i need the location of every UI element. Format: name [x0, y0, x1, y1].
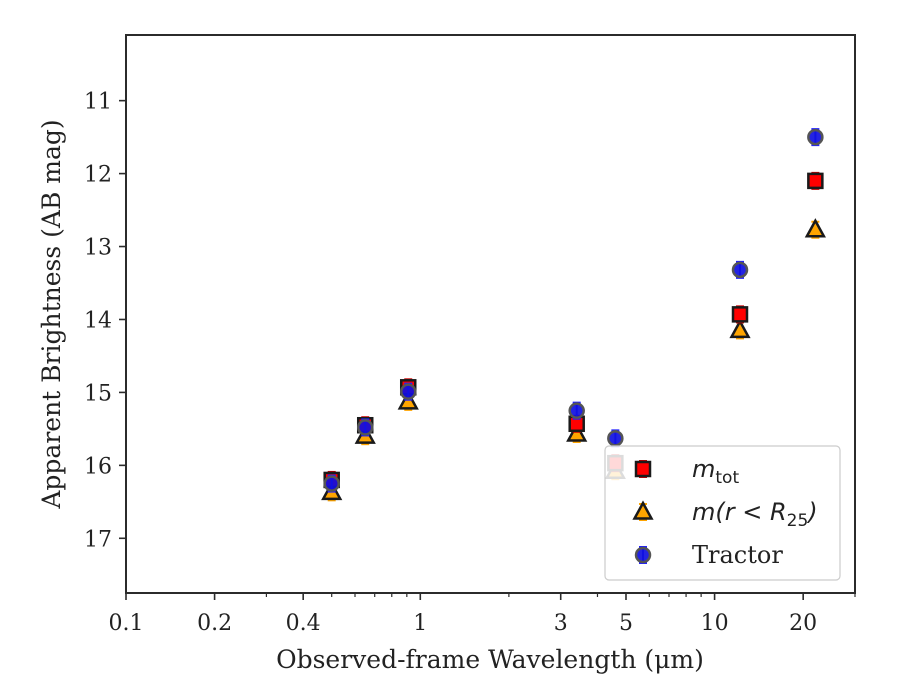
data-point-triangle: [804, 218, 826, 239]
legend-marker-triangle: [632, 500, 654, 521]
data-point-circle: [807, 128, 824, 147]
y-axis-label: Apparent Brightness (AB mag): [37, 119, 66, 509]
y-tick-label: 14: [84, 308, 112, 333]
x-tick-label: 20: [789, 611, 817, 636]
legend-label: m(r < R25): [692, 498, 818, 531]
data-point-circle: [607, 429, 624, 448]
data-point-circle: [731, 260, 749, 279]
x-tick-label: 5: [619, 611, 633, 636]
y-tick-label: 16: [84, 454, 112, 479]
x-axis-label: Observed-frame Wavelength (μm): [276, 645, 704, 674]
data-point-circle: [323, 474, 340, 493]
y-tick-label: 15: [84, 381, 112, 406]
data-point-circle: [399, 382, 417, 401]
x-tick-label: 10: [701, 611, 729, 636]
y-tick-label: 17: [84, 527, 112, 552]
x-tick-label: 0.1: [109, 611, 144, 636]
x-tick-label: 1: [413, 611, 427, 636]
data-markers: [321, 128, 826, 502]
y-tick-label: 12: [84, 163, 112, 188]
data-point-square: [807, 171, 824, 190]
x-tick-label: 0.4: [286, 611, 321, 636]
y-tick-label: 13: [84, 236, 112, 261]
legend: mtot m(r < R25) Tractor: [604, 445, 841, 581]
x-tick-label: 3: [554, 611, 568, 636]
legend-label: mtot: [692, 455, 739, 488]
x-tick-label: 0.2: [197, 611, 232, 636]
data-point-circle: [568, 401, 585, 420]
legend-label: Tractor: [692, 541, 783, 569]
legend-box: [604, 445, 841, 581]
legend-marker-square: [634, 460, 652, 478]
legend-marker-circle: [634, 546, 652, 564]
data-point-square: [731, 305, 749, 324]
data-point-circle: [356, 418, 374, 437]
plot-frame: [125, 34, 856, 594]
y-tick-label: 11: [84, 90, 112, 115]
